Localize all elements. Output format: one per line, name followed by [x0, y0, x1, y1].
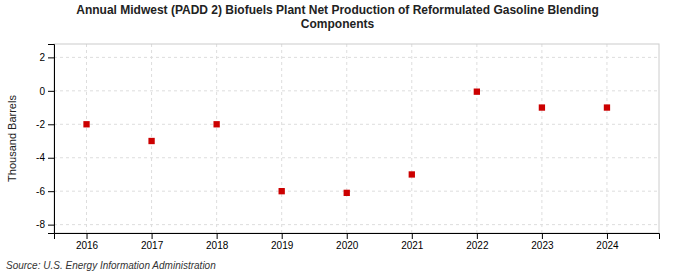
grid-line-x	[86, 44, 87, 233]
grid-line-y	[54, 191, 659, 192]
grid-line-x	[476, 44, 477, 233]
point	[344, 190, 350, 196]
point	[409, 171, 415, 177]
x-tick-mark	[152, 233, 153, 239]
x-tick-label: 2018	[206, 240, 229, 251]
point	[148, 138, 154, 144]
y-tick: -4	[36, 152, 54, 163]
x-tick-mark	[607, 233, 608, 239]
grid-line-x	[541, 44, 542, 233]
grid-line-y	[54, 157, 659, 158]
x-tick-mark	[542, 233, 543, 239]
x-tick: 2022	[466, 233, 489, 251]
grid	[54, 44, 659, 233]
point	[213, 121, 219, 127]
x-tick-mark	[477, 233, 478, 239]
grid-line-x	[346, 44, 347, 233]
y-tick-mark	[48, 57, 54, 58]
x-axis: 2016 2017 2018 2019 2020 2021 2022 2023 2024	[55, 233, 660, 251]
x-tick-label: 2022	[466, 240, 489, 251]
y-tick-label: -4	[36, 152, 45, 163]
x-tick: 2017	[141, 233, 164, 251]
y-tick: -8	[36, 219, 54, 230]
grid-line-y	[54, 224, 659, 225]
x-tick-label: 2024	[596, 240, 619, 251]
grid-line-y	[54, 57, 659, 58]
x-tick-mark	[347, 233, 348, 239]
grid-line-x	[606, 44, 607, 233]
y-tick-mark	[48, 158, 54, 159]
y-tick-mark	[48, 91, 54, 92]
title: Annual Midwest (PADD 2) Biofuels Plant N…	[76, 3, 598, 31]
grid-line-x	[216, 44, 217, 233]
y-tick: -6	[36, 186, 54, 197]
source: Source: U.S. Energy Information Administ…	[6, 260, 216, 271]
grid-line-x	[281, 44, 282, 233]
x-tick: 2024	[596, 233, 619, 251]
y-tick-label: -8	[36, 219, 45, 230]
y-tick-label: -2	[36, 119, 45, 130]
point	[279, 188, 285, 194]
y-tick-label: 2	[39, 52, 45, 63]
x-tick: 2023	[531, 233, 554, 251]
y-tick-label: -6	[36, 186, 45, 197]
chart: 2016 2017 2018 2019 2020 2021 2022 2023 2024 -8 -6…	[0, 0, 675, 275]
x-tick-label: 2020	[336, 240, 359, 251]
y-tick-mark	[48, 124, 54, 125]
plot-frame	[54, 44, 659, 233]
y-tick-label: 0	[39, 86, 45, 97]
point	[83, 121, 89, 127]
x-tick: 2018	[206, 233, 229, 251]
point	[604, 104, 610, 110]
x-tick-label: 2023	[531, 240, 554, 251]
point	[474, 89, 480, 95]
y-tick: 2	[39, 52, 54, 63]
grid-line-x	[411, 44, 412, 233]
grid-line-y	[54, 90, 659, 91]
x-axis-line	[55, 234, 660, 240]
x-tick: 2021	[401, 233, 424, 251]
x-tick-label: 2021	[401, 240, 424, 251]
x-tick-label: 2016	[76, 240, 99, 251]
y-tick: -2	[36, 119, 54, 130]
x-tick-mark	[217, 233, 218, 239]
x-tick-mark	[282, 233, 283, 239]
y-axis-title: Thousand Barrels	[6, 95, 18, 182]
grid-line-y	[54, 124, 659, 125]
x-tick: 2020	[336, 233, 359, 251]
x-tick-label: 2017	[141, 240, 164, 251]
x-tick-mark	[412, 233, 413, 239]
x-tick-mark	[87, 233, 88, 239]
y-tick: 0	[39, 86, 54, 97]
point	[539, 104, 545, 110]
x-tick-label: 2019	[271, 240, 294, 251]
y-tick-mark	[48, 225, 54, 226]
y-tick-mark	[48, 191, 54, 192]
x-tick: 2016	[76, 233, 99, 251]
y-axis: -8 -6 -4 -2 0 2	[36, 45, 54, 234]
x-tick: 2019	[271, 233, 294, 251]
y-axis-line	[48, 45, 55, 234]
points	[83, 89, 610, 197]
